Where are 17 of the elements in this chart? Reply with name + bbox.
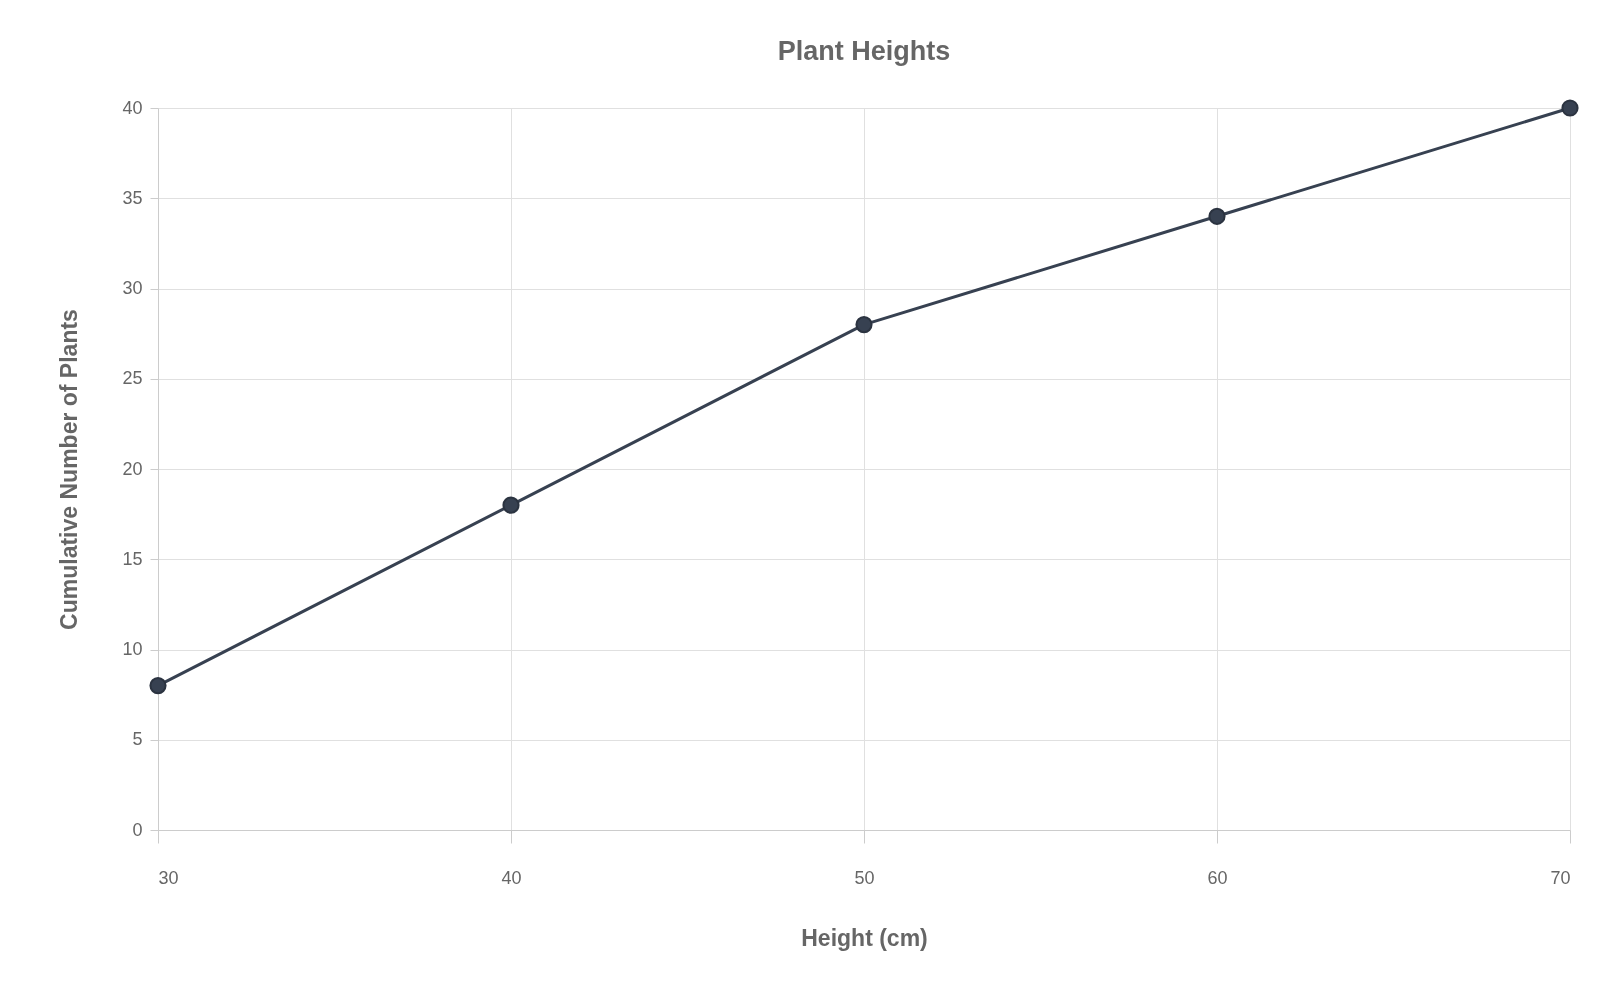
- chart-title: Plant Heights: [777, 36, 951, 67]
- y-tick-label: 0: [132, 819, 143, 840]
- y-tick-label: 5: [132, 729, 143, 750]
- x-tick-label: 40: [501, 867, 522, 888]
- y-tick-label: 15: [122, 548, 143, 569]
- y-tick-label: 35: [122, 187, 143, 208]
- y-tick-label: 25: [122, 368, 143, 389]
- y-tick-label: 10: [122, 639, 143, 659]
- y-axis-title: Cumulative Number of Plants: [56, 309, 83, 630]
- x-axis-title: Height (cm): [801, 924, 928, 951]
- x-tick-label: 30: [158, 867, 179, 888]
- y-tick-label: 20: [122, 458, 143, 479]
- y-tick-label: 40: [122, 97, 143, 118]
- x-tick-label: 60: [1207, 867, 1228, 888]
- x-tick-label: 70: [1550, 867, 1571, 888]
- y-tick-label: 30: [122, 278, 143, 298]
- x-tick-label: 50: [854, 867, 875, 888]
